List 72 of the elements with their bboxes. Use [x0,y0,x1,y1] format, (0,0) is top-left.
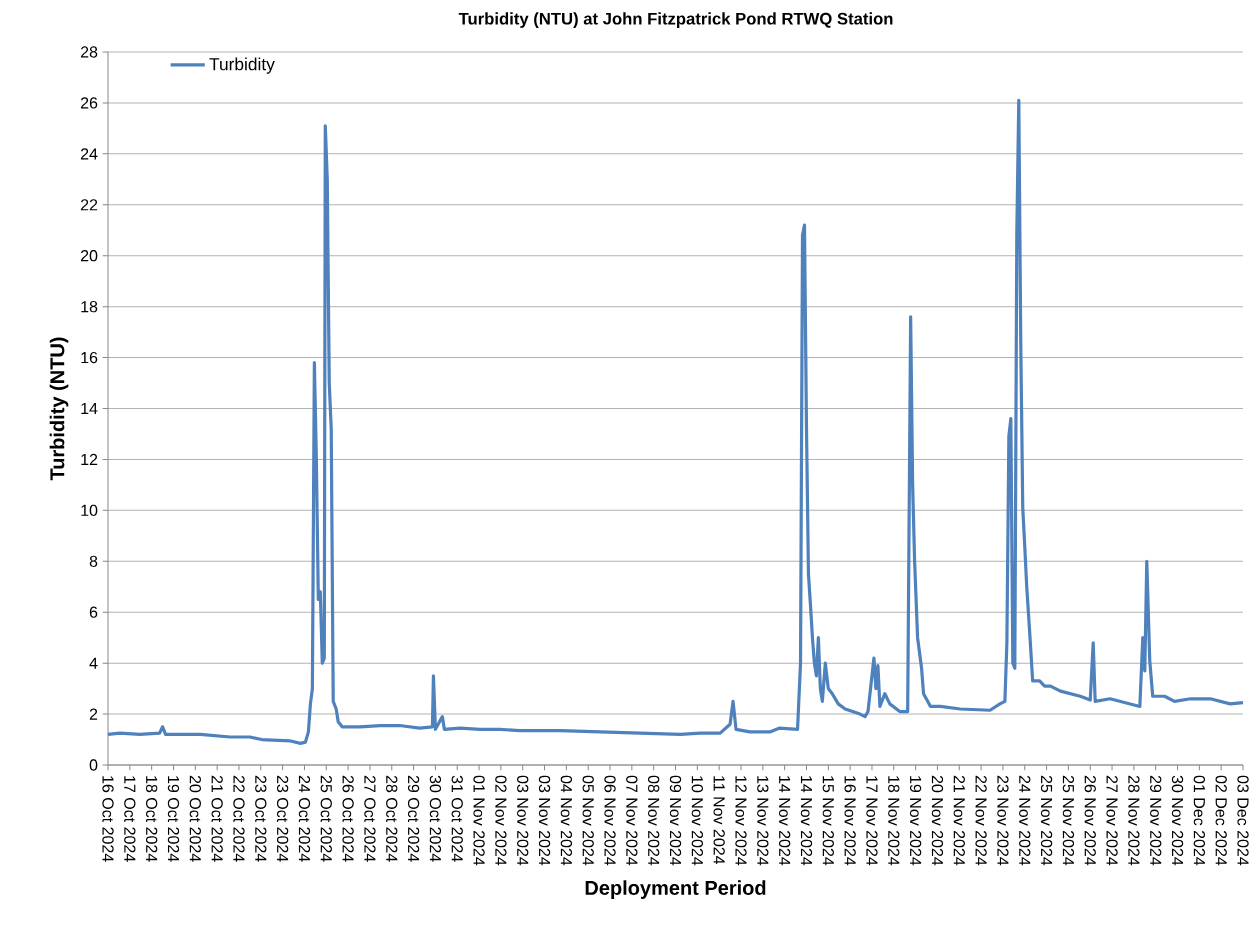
x-tick-label: 25 Nov 2024 [1040,775,1053,866]
x-tick-label: 19 Oct 2024 [167,776,180,862]
y-tick-label: 20 [80,250,98,262]
x-tick-label: 31 Oct 2024 [451,775,463,862]
y-tick-label: 22 [80,199,98,211]
x-tick-label: 22 Nov 2024 [975,775,987,866]
x-tick-label: 16 Nov 2024 [844,776,856,866]
x-tick-label: 03 Nov 2024 [517,775,529,866]
y-tick-label: 6 [89,606,98,618]
x-tick-label: 02 Dec 2024 [1215,775,1227,866]
x-tick-label: 03 Dec 2024 [1237,775,1249,866]
x-tick-label: 05 Nov 2024 [582,775,594,866]
x-tick-label: 26 Nov 2024 [1084,775,1096,866]
x-tick-label: 18 Nov 2024 [888,776,900,866]
y-tick-label: 28 [80,46,98,58]
x-tick-label: 14 Nov 2024 [800,776,813,866]
x-tick-label: 21 Nov 2024 [953,775,965,866]
x-tick-label: 04 Nov 2024 [560,775,573,866]
x-tick-label: 02 Nov 2024 [495,775,507,866]
x-tick-label: 01 Nov 2024 [473,775,485,866]
x-tick-label: 23 Oct 2024 [255,775,267,862]
x-tick-label: 23 Nov 2024 [997,775,1009,866]
x-tick-label: 30 Nov 2024 [1171,775,1184,866]
y-tick-label: 2 [89,708,98,720]
x-tick-label: 14 Nov 2024 [778,776,791,866]
x-tick-label: 18 Oct 2024 [146,776,158,862]
x-tick-label: 25 Nov 2024 [1062,775,1075,866]
legend-label: Turbidity [209,57,275,74]
x-tick-label: 15 Nov 2024 [822,776,834,866]
y-tick-label: 8 [89,555,98,567]
x-tick-label: 26 Oct 2024 [342,775,354,862]
y-tick-label: 18 [81,300,98,313]
x-tick-label: 27 Nov 2024 [1106,775,1118,866]
y-tick-label: 0 [89,759,98,771]
x-tick-label: 01 Dec 2024 [1193,775,1206,866]
x-tick-label: 03 Nov 2024 [538,775,551,866]
x-tick-label: 23 Oct 2024 [276,775,289,862]
x-tick-label: 28 Nov 2024 [1128,775,1140,866]
x-tick-label: 13 Nov 2024 [757,776,769,866]
x-tick-label: 20 Oct 2024 [189,775,201,862]
x-tick-label: 24 Nov 2024 [1019,775,1031,866]
y-tick-label: 4 [89,657,98,669]
x-tick-label: 08 Nov 2024 [648,775,660,866]
x-tick-label: 19 Nov 2024 [909,776,922,866]
x-tick-label: 30 Oct 2024 [429,775,442,862]
x-tick-label: 17 Oct 2024 [124,776,136,862]
x-tick-label: 06 Nov 2024 [604,775,616,866]
x-tick-label: 20 Nov 2024 [931,775,944,866]
x-tick-label: 10 Nov 2024 [691,776,703,866]
x-tick-label: 27 Oct 2024 [364,775,376,862]
x-tick-label: 09 Nov 2024 [669,775,682,866]
x-tick-label: 29 Nov 2024 [1150,775,1162,866]
x-tick-label: 07 Nov 2024 [626,775,638,866]
chart-title: Turbidity (NTU) at John Fitzpatrick Pond RTWQ Station [458,12,893,28]
y-tick-label: 10 [81,504,98,517]
y-tick-label: 14 [81,403,98,414]
y-axis-title: Turbidity (NTU) [49,337,69,481]
x-tick-label: 16 Oct 2024 [102,776,114,862]
x-tick-label: 22 Oct 2024 [233,775,245,862]
x-tick-label: 24 Oct 2024 [298,775,311,862]
x-tick-label: 29 Oct 2024 [407,775,420,862]
x-tick-label: 28 Oct 2024 [386,775,398,862]
x-tick-label: 12 Nov 2024 [735,776,747,866]
x-tick-label: 17 Nov 2024 [866,776,878,866]
x-axis-title: Deployment Period [585,880,766,899]
y-tick-label: 12 [81,453,98,466]
x-tick-label: 11 Nov 2024 [713,776,725,865]
x-tick-label: 25 Oct 2024 [320,775,332,862]
y-tick-label: 16 [81,351,98,364]
x-tick-label: 21 Oct 2024 [211,775,223,862]
y-tick-label: 24 [80,148,98,160]
y-tick-label: 26 [80,97,98,109]
